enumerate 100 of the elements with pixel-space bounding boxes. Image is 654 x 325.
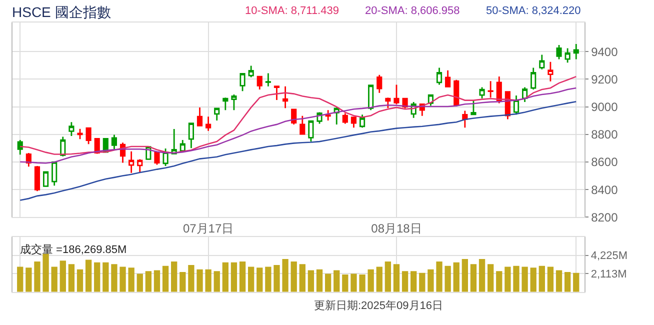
y-tick-label: 8400: [591, 182, 618, 197]
y-tick-label: 8800: [591, 128, 618, 142]
candlestick: [42, 170, 49, 188]
bar: [239, 262, 246, 292]
bar: [154, 270, 160, 292]
bar: [530, 268, 536, 292]
annotation: 成交量 =186,269.85M: [20, 243, 127, 256]
bar: [248, 266, 254, 292]
line-series: [19, 76, 577, 155]
candlestick: [359, 114, 366, 128]
candlestick: [300, 115, 306, 135]
bar: [145, 271, 152, 292]
x-tick-label: 07月17日: [182, 222, 234, 236]
bar: [102, 262, 109, 292]
bar: [496, 271, 502, 292]
candlestick: [206, 116, 212, 132]
text: 10-SMA: 8,711.439: [245, 5, 339, 17]
text: 50-SMA: 8,324.220: [486, 5, 581, 17]
candlestick: [180, 139, 186, 152]
candlestick: [436, 67, 442, 86]
candlestick: [188, 122, 194, 149]
bar: [222, 262, 228, 292]
candlestick: [496, 76, 502, 104]
bar: [230, 262, 238, 292]
bar: [94, 262, 100, 292]
y-tick-label: 4,225M: [590, 250, 628, 262]
candlestick: [470, 100, 476, 116]
candlestick: [274, 86, 280, 101]
bar: [76, 269, 84, 292]
bar: [410, 271, 417, 292]
bar: [453, 262, 460, 292]
candlestick: [111, 134, 118, 150]
candlestick: [556, 44, 562, 60]
bar: [256, 268, 263, 292]
bar: [324, 274, 332, 292]
candlestick: [573, 43, 579, 60]
bar: [513, 266, 520, 292]
bar: [136, 274, 143, 292]
candlestick: [256, 76, 262, 90]
candlestick: [214, 108, 220, 122]
bar: [488, 264, 494, 292]
bar: [85, 260, 92, 292]
bar: [428, 269, 434, 292]
candlestick: [222, 96, 228, 111]
bar: [308, 270, 314, 292]
candlestick: [240, 72, 246, 92]
bar: [478, 258, 486, 292]
candlestick: [376, 74, 382, 94]
candlestick: [530, 67, 536, 90]
candlestick: [137, 158, 143, 174]
candlestick: [394, 84, 400, 105]
candlestick: [231, 94, 237, 111]
bar: [162, 266, 169, 292]
candlestick: [77, 128, 83, 140]
candlestick: [350, 116, 357, 128]
candlestick: [479, 86, 485, 100]
bar: [17, 266, 24, 292]
candlestick: [128, 150, 134, 174]
candlestick: [368, 84, 374, 111]
bar: [504, 266, 511, 292]
bar: [265, 266, 272, 292]
y-tick-label: 9000: [591, 100, 618, 114]
candlestick: [86, 127, 92, 145]
bar: [214, 271, 220, 292]
bar: [470, 264, 477, 292]
bar: [402, 271, 408, 292]
bar: [128, 268, 134, 292]
candlestick: [385, 96, 391, 109]
bar: [522, 266, 528, 292]
candlestick: [291, 108, 297, 126]
candlestick: [325, 109, 331, 122]
bar: [564, 272, 571, 292]
candlestick: [17, 139, 23, 156]
chart-title: HSCE 國企指數: [12, 4, 111, 20]
bar: [368, 269, 374, 292]
bar: [419, 272, 426, 292]
bar: [111, 264, 118, 292]
candlestick: [454, 79, 460, 108]
y-tick-label: 8200: [591, 210, 618, 224]
candlestick: [488, 80, 494, 98]
bar: [462, 258, 468, 292]
line-series: [19, 101, 577, 201]
bar: [120, 266, 126, 292]
bar: [573, 272, 580, 292]
bar: [34, 262, 40, 292]
candlestick: [342, 112, 348, 124]
bar: [547, 266, 554, 292]
bar: [538, 266, 545, 292]
bar: [359, 274, 366, 292]
bar: [299, 264, 306, 292]
bar: [42, 254, 49, 292]
bar: [384, 262, 392, 292]
candlestick: [548, 61, 554, 82]
bar: [188, 265, 194, 292]
candlestick: [68, 121, 74, 137]
bar: [316, 269, 323, 292]
bar: [334, 270, 340, 292]
candlestick: [265, 72, 271, 88]
bar: [205, 269, 212, 292]
bar: [274, 265, 280, 292]
